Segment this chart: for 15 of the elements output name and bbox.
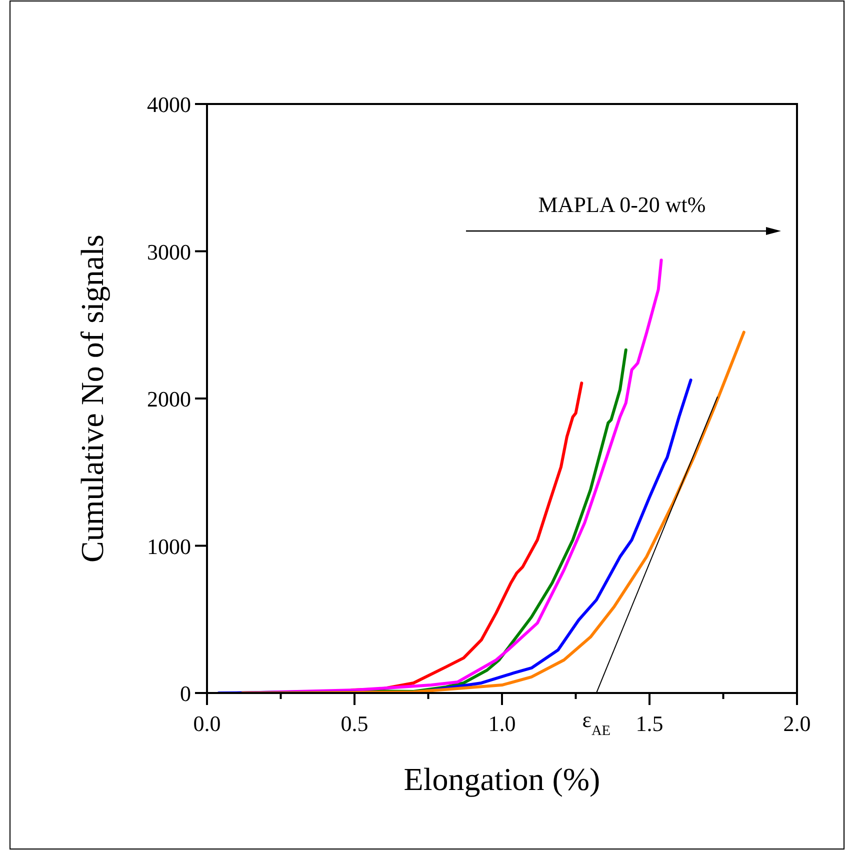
y-tick-label: 3000: [147, 239, 191, 264]
y-tick-label: 0: [180, 681, 191, 706]
x-axis-title: Elongation (%): [404, 761, 600, 797]
x-tick-label: 1.5: [636, 711, 664, 736]
y-tick-label: 4000: [147, 92, 191, 117]
line-series: [240, 330, 746, 693]
annotation: MAPLA 0-20 wt%: [538, 192, 706, 217]
x-tick-label: 0.5: [340, 711, 368, 736]
y-axis-title: Cumulative No of signals: [74, 234, 110, 562]
annotation: ε$_{AE}$: [582, 707, 611, 739]
x-tick-label: 0.0: [193, 711, 221, 736]
y-tick-label: 2000: [147, 386, 191, 412]
x-tick-label: 2.0: [783, 711, 811, 736]
x-tick-label: 1.0: [488, 711, 516, 736]
y-tick-label: 1000: [147, 534, 191, 559]
